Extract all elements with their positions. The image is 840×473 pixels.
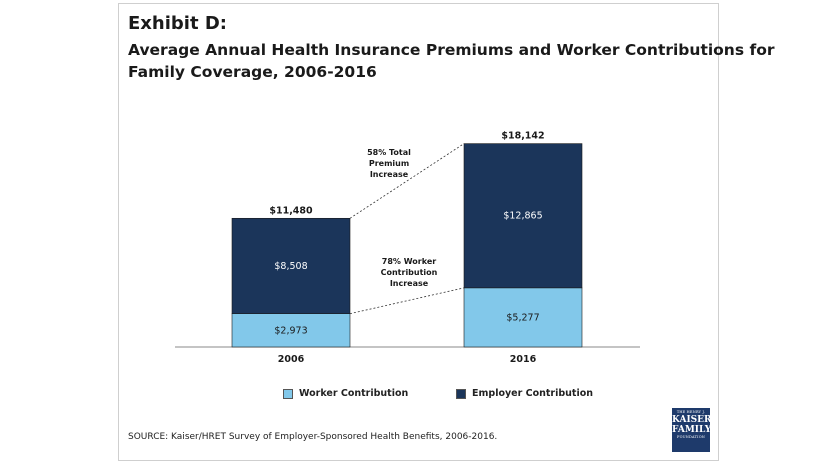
legend-swatch-worker [283, 388, 293, 399]
data-label-worker-2006: $2,973 [274, 325, 307, 336]
logo-line-3: FAMILY [672, 425, 712, 435]
source-note: SOURCE: Kaiser/HRET Survey of Employer-S… [128, 432, 498, 442]
annotation-total-line-3: Increase [370, 170, 409, 179]
logo-line-1: THE HENRY J. [676, 410, 706, 414]
data-label-employer-2006: $8,508 [274, 261, 307, 272]
annotation-total-line-2: Premium [369, 159, 409, 168]
chart-frame [118, 3, 719, 461]
total-label-2006: $11,480 [269, 205, 313, 216]
logo-line-4: FOUNDATION [676, 435, 706, 439]
connector-total [349, 143, 465, 219]
bar-employer-2016 [463, 143, 583, 289]
legend-item-employer: Employer Contribution [456, 388, 593, 399]
logo-line-2: KAISER [672, 415, 712, 425]
legend-item-worker: Worker Contribution [283, 388, 408, 399]
bar-worker-2006 [231, 313, 351, 348]
x-tick-label-2016: 2016 [510, 354, 537, 365]
data-label-employer-2016: $12,865 [503, 211, 542, 222]
annotation-total-line-1: 58% Total [367, 148, 411, 157]
bar-worker-2016 [463, 287, 583, 348]
exhibit-label: Exhibit D: [128, 13, 227, 34]
chart-title-line-2: Family Coverage, 2006-2016 [128, 63, 377, 81]
annotation-worker-line-2: Contribution [381, 268, 438, 277]
legend-label-employer: Employer Contribution [472, 388, 593, 399]
legend-label-worker: Worker Contribution [299, 388, 409, 399]
total-label-2016: $18,142 [501, 131, 544, 142]
bar-employer-2006 [231, 217, 351, 314]
x-tick-label-2006: 2006 [278, 354, 305, 365]
annotation-worker-line-3: Increase [390, 279, 429, 288]
data-label-worker-2016: $5,277 [506, 312, 539, 323]
annotation-worker-line-1: 78% Worker [382, 257, 436, 266]
legend-swatch-employer [456, 388, 466, 399]
chart-title-line-1: Average Annual Health Insurance Premiums… [128, 41, 775, 59]
connector-worker [349, 287, 465, 315]
kff-logo: THE HENRY J. KAISER FAMILY FOUNDATION [672, 408, 712, 452]
legend: Worker Contribution Employer Contributio… [0, 388, 840, 404]
